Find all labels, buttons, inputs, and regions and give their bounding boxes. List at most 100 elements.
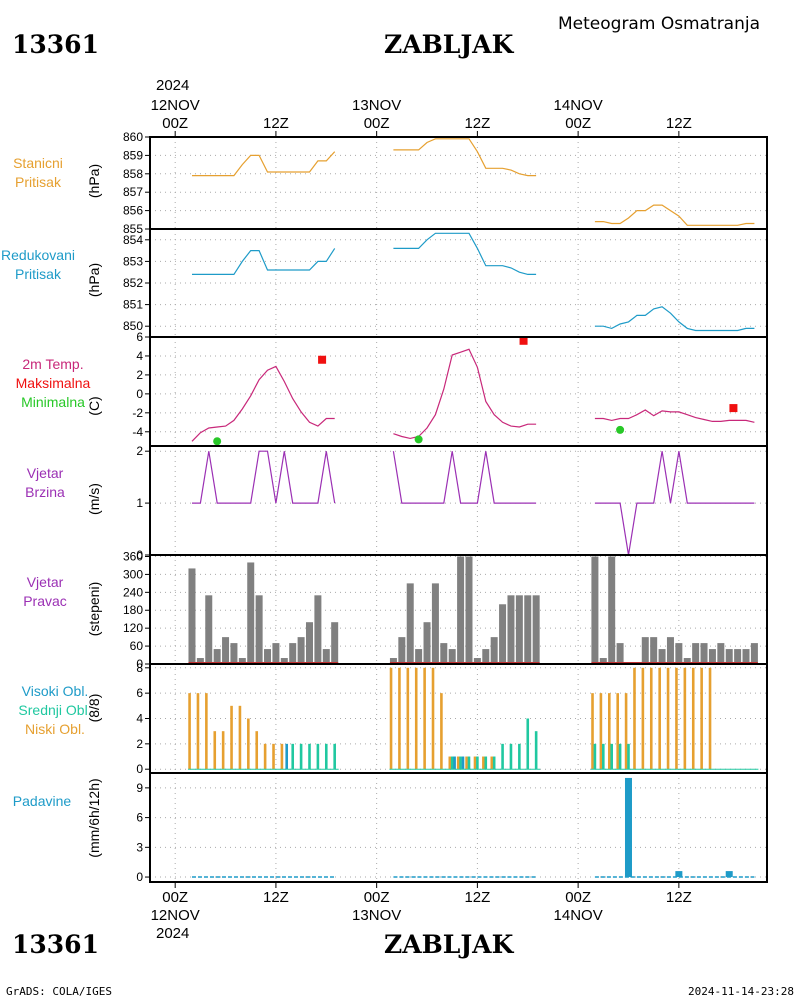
precip-panel-label: Padavine	[0, 792, 84, 811]
cloud-bar	[526, 718, 530, 770]
precip-bar	[725, 871, 733, 878]
temperature-label-line-3: Minimalna	[21, 394, 85, 410]
min-temp-marker	[414, 435, 423, 444]
bottom-hour-label: 00Z	[364, 889, 390, 906]
cloud-bar	[675, 667, 678, 770]
wind-direction-bar	[289, 643, 297, 664]
wind-direction-bar	[591, 556, 599, 664]
cloud-bar	[633, 667, 636, 770]
cloud-bar	[448, 756, 452, 770]
wind-speed-ytick-label: 2	[136, 444, 143, 458]
cloud-bar	[473, 756, 477, 770]
cloud-bar	[238, 705, 242, 770]
wind-direction-bar	[734, 649, 742, 664]
cloud-bar	[599, 693, 603, 770]
wind-speed-panel	[145, 446, 767, 556]
top-day-label: 12NOV	[151, 97, 200, 114]
clouds-label-line-1: Visoki Obl.	[21, 683, 89, 699]
cloud-bar	[450, 756, 454, 770]
wind-direction-ytick-label: 0	[136, 657, 143, 671]
wind-direction-bar	[616, 643, 624, 664]
cloud-bar	[641, 667, 645, 770]
wind-speed-label-line-1: Vjetar	[26, 465, 64, 481]
precipitation-ytick-label: 9	[136, 781, 143, 795]
bottom-hour-label: 12Z	[263, 889, 289, 906]
cloud-bar	[431, 667, 435, 770]
station-pressure-panel	[145, 136, 767, 230]
meteogram-title: Meteogram Osmatranja	[558, 14, 761, 34]
station-pressure-ytick-label: 856	[123, 204, 143, 218]
cloud-bar	[456, 756, 460, 770]
max-temp-marker	[729, 404, 738, 413]
cloud-bar	[616, 693, 619, 770]
station-pressure-ytick-label: 858	[123, 167, 143, 181]
station-id-bottom: 13361	[12, 930, 99, 959]
cloud-bar	[414, 667, 418, 770]
top-hour-label: 00Z	[364, 115, 390, 132]
wind-direction-bar	[213, 649, 221, 664]
cloud-bar	[490, 756, 494, 770]
cloud-bar	[627, 743, 630, 770]
reduced-pressure-ytick-label: 852	[123, 276, 143, 290]
cloud-bar	[534, 731, 538, 770]
bottom-hour-label: 12Z	[464, 889, 490, 906]
wind-speed-ytick-label: 1	[136, 496, 143, 510]
wind-direction-ytick-label: 360	[123, 549, 143, 563]
temperature-series-line	[191, 365, 335, 442]
temperature-label-line-2: Maksimalna	[15, 375, 91, 391]
station-pressure-ytick-label: 860	[123, 130, 143, 144]
clouds-label-line-2: Srednji Obl.	[18, 702, 92, 718]
wind-direction-bar	[507, 595, 515, 664]
cloud-bar	[610, 743, 614, 770]
wind-speed-frame	[149, 445, 768, 556]
reduced-pressure-series-line	[192, 248, 336, 275]
cloud-bar	[285, 743, 289, 770]
temperature-ytick-label: 4	[136, 349, 143, 363]
cloud-bar	[593, 743, 597, 770]
wind-direction-bar	[742, 649, 750, 664]
cloud-bar	[492, 756, 496, 770]
wind-speed-series-line	[392, 451, 537, 504]
cloud-bar	[518, 743, 521, 770]
cloud-bar	[333, 743, 336, 770]
wind-direction-bar	[431, 583, 439, 664]
precipitation-ytick-label: 6	[136, 811, 143, 825]
station-pressure-series-line	[393, 138, 537, 177]
top-day-label: 13NOV	[352, 97, 401, 114]
wind-direction-ytick-label: 180	[123, 603, 143, 617]
wind-direction-bar	[499, 604, 507, 664]
cloud-bar	[440, 693, 443, 770]
cloud-bar	[482, 756, 485, 770]
wind-direction-bar	[280, 658, 288, 664]
temperature-ytick-label: 6	[136, 330, 143, 344]
max-temp-marker	[318, 355, 327, 364]
max-temp-marker	[519, 336, 528, 345]
wind-speed-ytick-label: 0	[136, 548, 143, 562]
precipitation-ytick-label: 3	[136, 840, 143, 854]
wind-direction-bar	[255, 595, 263, 664]
timestamp-text: 2024-11-14-23:28	[688, 985, 794, 998]
cloud-bar	[389, 667, 393, 770]
pressure-label-line-2: Pritisak	[15, 174, 61, 190]
wind-direction-bar	[389, 658, 397, 664]
wind-dir-panel-label: Vjetar Pravac	[0, 573, 90, 611]
wind-direction-bar	[482, 649, 490, 664]
cloud-bar	[708, 667, 712, 770]
temperature-ytick-label: -4	[132, 425, 143, 439]
cloud-cover-ytick-label: 6	[136, 686, 143, 700]
cloud-bar	[280, 743, 284, 770]
wind-direction-bar	[415, 649, 423, 664]
reduced-pressure-frame	[149, 228, 768, 338]
precip-label-line-1: Padavine	[12, 793, 72, 809]
wind-direction-bar	[658, 649, 666, 664]
pressure-panel-label: Stanicni Pritisak	[0, 154, 76, 192]
wind-direction-ytick-label: 120	[123, 621, 143, 635]
wind-direction-bar	[440, 643, 448, 664]
wind-direction-bar	[457, 556, 465, 664]
wind-direction-bar	[322, 649, 330, 664]
wind-direction-bar	[675, 643, 683, 664]
wind-direction-bar	[515, 595, 523, 664]
min-temp-marker	[213, 437, 222, 446]
wind-direction-bar	[196, 658, 204, 664]
wind-direction-bar	[641, 637, 649, 664]
